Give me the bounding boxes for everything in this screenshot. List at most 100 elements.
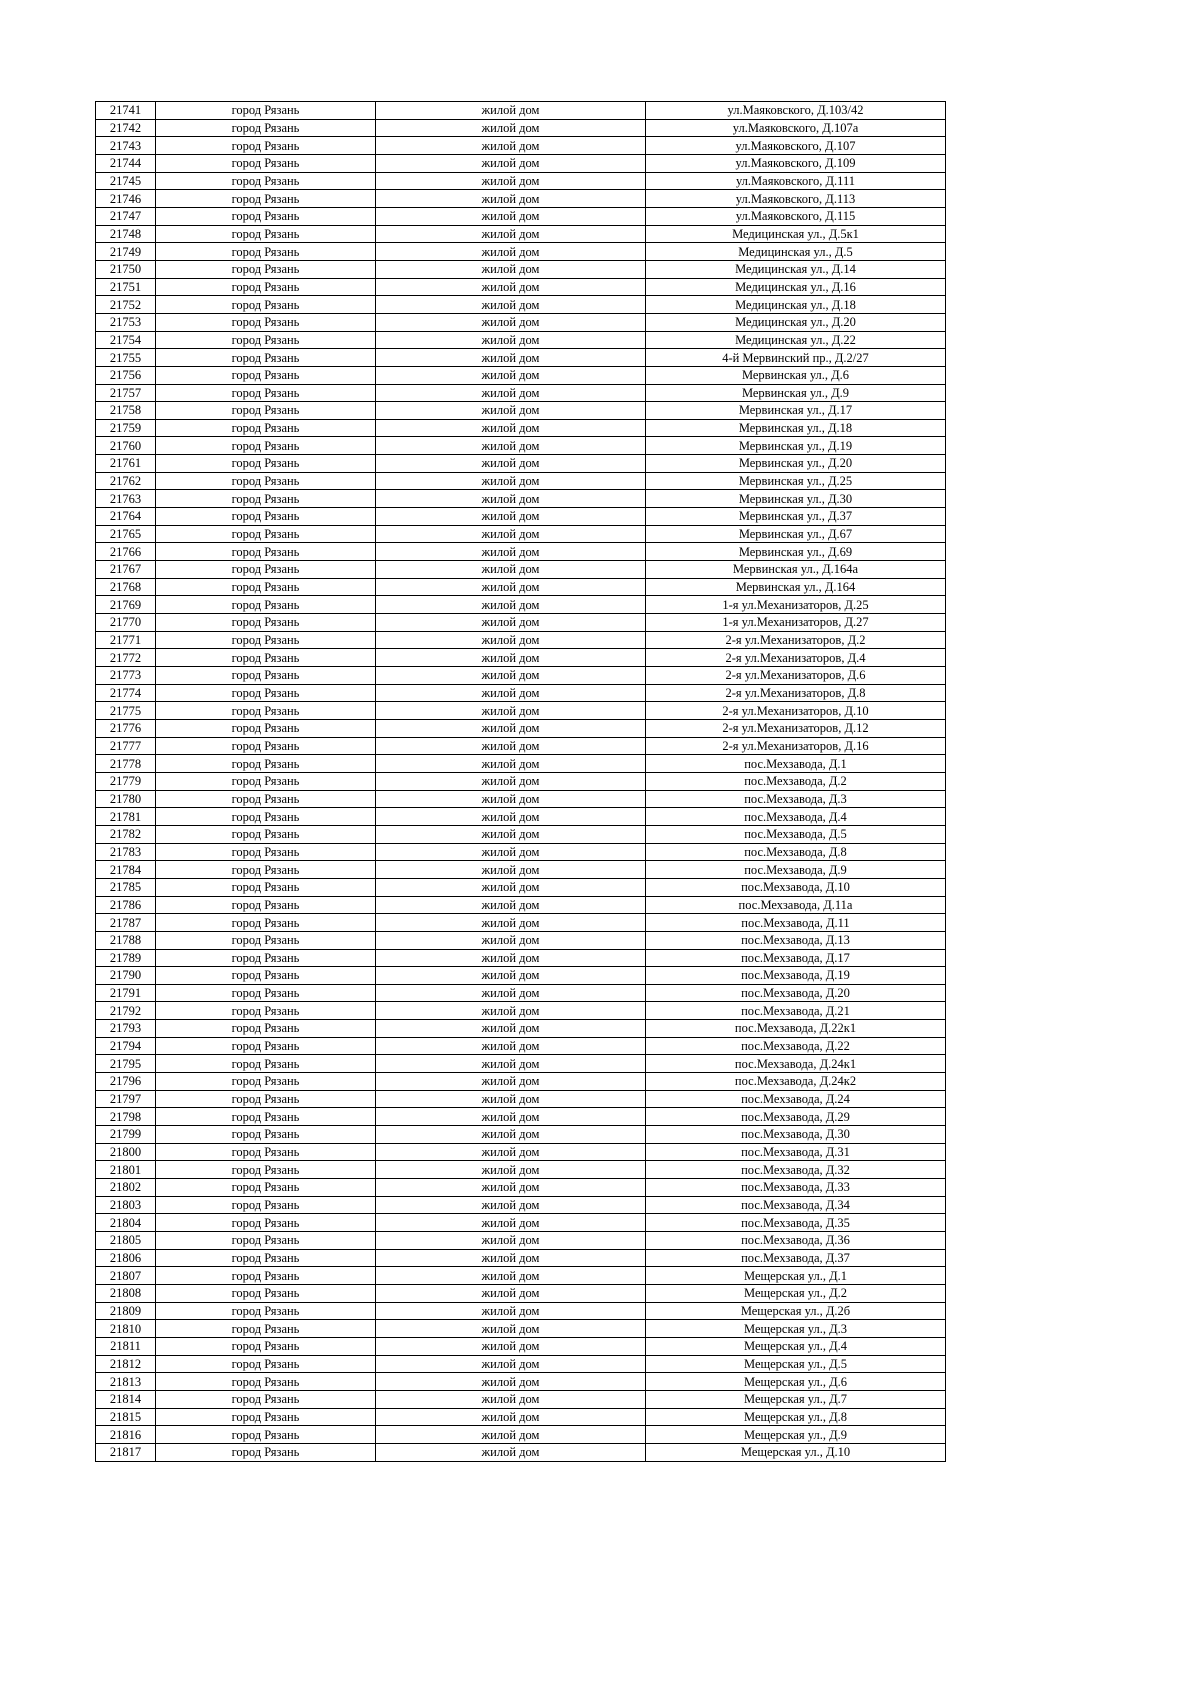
record-number-cell: 21779 [95,771,156,791]
object-type-cell: жилой дом [375,1125,646,1144]
address-cell: Мервинская ул., Д.69 [645,542,946,562]
object-type-cell: жилой дом [375,489,646,509]
object-type-cell: жилой дом [375,1001,646,1021]
address-cell: Медицинская ул., Д.20 [645,312,946,332]
city-cell: город Рязань [155,1372,376,1391]
table-row: 21774 город Рязань жилой дом 2-я ул.Механиз… [95,683,946,703]
object-type-cell: жилой дом [375,1248,646,1268]
object-type-cell: жилой дом [375,1142,646,1162]
object-type-cell: жилой дом [375,807,646,826]
record-number-cell: 21817 [95,1442,156,1462]
city-cell: город Рязань [155,789,376,809]
city-cell: город Рязань [155,930,376,950]
table-row: 21763 город Рязань жилой дом Мервинская ул.… [95,489,946,509]
record-number-cell: 21748 [95,224,156,244]
record-number-cell: 21804 [95,1213,156,1232]
address-cell: Мервинская ул., Д.6 [645,365,946,385]
record-number-cell: 21770 [95,613,156,632]
city-cell: город Рязань [155,754,376,773]
table-row: 21752 город Рязань жилой дом Медицинская ул… [95,295,946,314]
address-cell: Медицинская ул., Д.16 [645,277,946,297]
record-number-cell: 21799 [95,1125,156,1144]
table-row: 21817 город Рязань жилой дом Мещерская ул.,… [95,1442,946,1462]
object-type-cell: жилой дом [375,966,646,985]
table-row: 21790 город Рязань жилой дом пос.Мехзавода,… [95,966,946,985]
address-cell: Медицинская ул., Д.5 [645,242,946,261]
address-cell: пос.Мехзавода, Д.29 [645,1107,946,1127]
record-number-cell: 21757 [95,383,156,403]
record-number-cell: 21759 [95,418,156,438]
object-type-cell: жилой дом [375,754,646,773]
address-cell: пос.Мехзавода, Д.22к1 [645,1019,946,1038]
address-cell: Мервинская ул., Д.18 [645,418,946,438]
object-type-cell: жилой дом [375,1107,646,1127]
object-type-cell: жилой дом [375,983,646,1003]
object-type-cell: жилой дом [375,1319,646,1338]
city-cell: город Рязань [155,948,376,968]
record-number-cell: 21801 [95,1160,156,1180]
address-cell: пос.Мехзавода, Д.11а [645,895,946,915]
address-cell: Мещерская ул., Д.10 [645,1442,946,1462]
table-row: 21801 город Рязань жилой дом пос.Мехзавода,… [95,1160,946,1180]
table-row: 21798 город Рязань жилой дом пос.Мехзавода,… [95,1107,946,1127]
table-row: 21776 город Рязань жилой дом 2-я ул.Механиз… [95,718,946,738]
object-type-cell: жилой дом [375,913,646,932]
address-cell: пос.Мехзавода, Д.32 [645,1160,946,1180]
object-type-cell: жилой дом [375,436,646,456]
object-type-cell: жилой дом [375,348,646,367]
address-cell: 2-я ул.Механизаторов, Д.8 [645,683,946,703]
city-cell: город Рязань [155,1248,376,1268]
address-cell: Мещерская ул., Д.2б [645,1301,946,1321]
object-type-cell: жилой дом [375,224,646,244]
address-cell: Мервинская ул., Д.30 [645,489,946,509]
table-row: 21765 город Рязань жилой дом Мервинская ул.… [95,524,946,544]
object-type-cell: жилой дом [375,153,646,173]
city-cell: город Рязань [155,259,376,279]
city-cell: город Рязань [155,418,376,438]
city-cell: город Рязань [155,1407,376,1427]
table-row: 21813 город Рязань жилой дом Мещерская ул.,… [95,1372,946,1391]
table-row: 21761 город Рязань жилой дом Мервинская ул.… [95,454,946,473]
city-cell: город Рязань [155,454,376,473]
table-row: 21784 город Рязань жилой дом пос.Мехзавода,… [95,860,946,879]
city-cell: город Рязань [155,736,376,756]
record-number-cell: 21795 [95,1054,156,1074]
record-number-cell: 21805 [95,1231,156,1250]
address-cell: пос.Мехзавода, Д.1 [645,754,946,773]
record-number-cell: 21752 [95,295,156,314]
address-cell: пос.Мехзавода, Д.2 [645,771,946,791]
object-type-cell: жилой дом [375,101,646,120]
city-cell: город Рязань [155,277,376,297]
address-cell: пос.Мехзавода, Д.19 [645,966,946,985]
record-number-cell: 21806 [95,1248,156,1268]
record-number-cell: 21743 [95,136,156,155]
record-number-cell: 21816 [95,1425,156,1444]
city-cell: город Рязань [155,1001,376,1021]
address-cell: Мервинская ул., Д.9 [645,383,946,403]
record-number-cell: 21785 [95,877,156,897]
address-cell: 2-я ул.Механизаторов, Д.6 [645,666,946,685]
table-row: 21797 город Рязань жилой дом пос.Мехзавода,… [95,1089,946,1109]
city-cell: город Рязань [155,560,376,579]
record-number-cell: 21764 [95,507,156,526]
object-type-cell: жилой дом [375,312,646,332]
table-row: 21786 город Рязань жилой дом пос.Мехзавода,… [95,895,946,915]
address-cell: пос.Мехзавода, Д.20 [645,983,946,1003]
city-cell: город Рязань [155,1319,376,1338]
address-cell: пос.Мехзавода, Д.24к1 [645,1054,946,1074]
table-row: 21771 город Рязань жилой дом 2-я ул.Механиз… [95,630,946,650]
record-number-cell: 21761 [95,454,156,473]
object-type-cell: жилой дом [375,1336,646,1356]
city-cell: город Рязань [155,913,376,932]
object-type-cell: жилой дом [375,524,646,544]
city-cell: город Рязань [155,471,376,491]
record-number-cell: 21793 [95,1019,156,1038]
address-cell: Мервинская ул., Д.67 [645,524,946,544]
object-type-cell: жилой дом [375,1372,646,1391]
record-number-cell: 21746 [95,189,156,208]
table-row: 21758 город Рязань жилой дом Мервинская ул.… [95,401,946,420]
address-cell: пос.Мехзавода, Д.17 [645,948,946,968]
address-cell: ул.Маяковского, Д.107 [645,136,946,155]
record-number-cell: 21798 [95,1107,156,1127]
address-cell: Мервинская ул., Д.37 [645,507,946,526]
